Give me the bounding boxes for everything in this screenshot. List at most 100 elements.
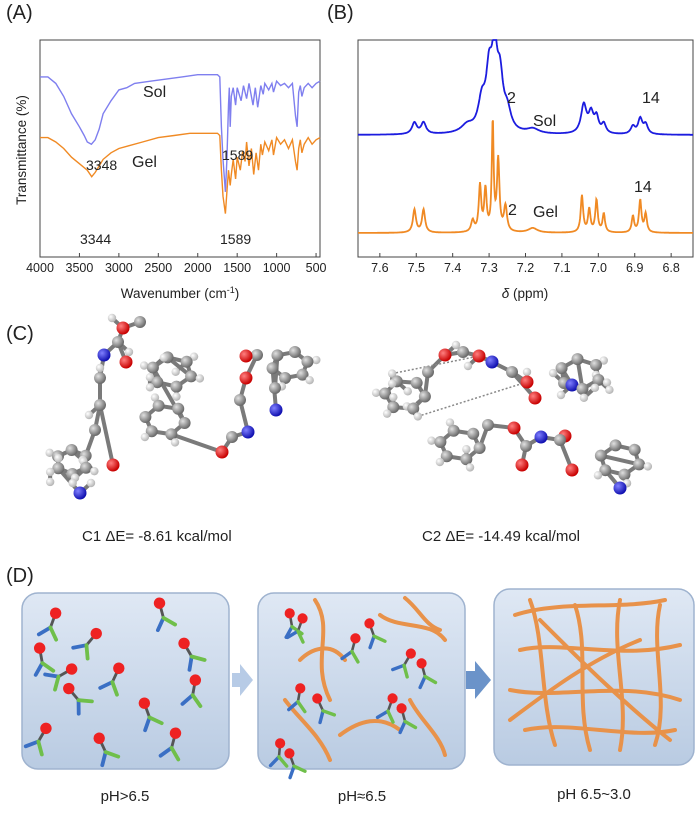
ir-spectrum-chart: Transmittance (%) Wavenumber (cm-1) 4000…: [14, 40, 327, 301]
hydrogen-atom: [96, 364, 104, 372]
hydrogen-atom: [436, 458, 444, 466]
nitrogen-atom: [535, 431, 548, 444]
carbon-atom: [467, 428, 479, 440]
ir-x-tick-label: 3000: [105, 261, 133, 275]
hydrogen-atom: [549, 369, 557, 377]
hydrogen-atom: [644, 462, 652, 470]
carbon-atom: [301, 356, 313, 368]
ir-x-tick-label: 3500: [66, 261, 94, 275]
nmr-x-tick-label: 7.3: [480, 261, 497, 275]
hydrogen-atom: [414, 412, 422, 420]
carbon-atom: [134, 316, 146, 328]
nmr-x-tick-label: 7.6: [371, 261, 388, 275]
carbon-atom: [506, 366, 518, 378]
hydrogen-atom: [146, 383, 154, 391]
ir-annotation-3344: 3344: [80, 231, 111, 247]
hydrogen-atom: [108, 314, 116, 322]
carbon-atom: [572, 353, 584, 365]
carbon-atom: [422, 366, 434, 378]
carbon-atom: [226, 431, 238, 443]
oxygen-atom: [566, 464, 579, 477]
hydrogen-atom: [464, 362, 472, 370]
oxygen-atom: [439, 349, 452, 362]
ir-annotation-3348: 3348: [86, 157, 117, 173]
hydrogen-atom: [141, 433, 149, 441]
hydrogen-atom: [466, 463, 474, 471]
oxygen-atom: [529, 392, 542, 405]
ir-x-tick-label: 4000: [26, 261, 54, 275]
hydrogen-atom: [160, 353, 168, 361]
carbon-atom: [147, 362, 159, 374]
carbon-atom: [590, 359, 602, 371]
carbon-atom: [474, 442, 486, 454]
assembly-schematic: pH>6.5 pH≈6.5 pH 6.5~3.0: [22, 589, 694, 805]
carbon-atom: [556, 362, 568, 374]
carbon-atom: [482, 419, 494, 431]
hydrogen-atom: [171, 438, 179, 446]
hydrogen-bond: [418, 382, 527, 416]
hydrogen-atom: [383, 409, 391, 417]
panel-label-b: (B): [327, 2, 354, 24]
carbon-atom: [185, 370, 197, 382]
panel-label-a: (A): [6, 2, 33, 24]
ir-x-tick-label: 1000: [263, 261, 291, 275]
carbon-atom: [269, 382, 281, 394]
nmr-x-tick-label: 6.8: [662, 261, 679, 275]
carbon-atom: [112, 336, 124, 348]
carbon-atom: [94, 399, 106, 411]
hydrogen-atom: [388, 379, 396, 387]
panel-label-c: (C): [6, 323, 34, 345]
hydrogen-atom: [580, 394, 588, 402]
nitrogen-atom: [270, 404, 283, 417]
carbon-atom: [66, 444, 78, 456]
hydrogen-atom: [125, 348, 133, 356]
ir-y-axis-label: Transmittance (%): [14, 95, 29, 205]
hydrogen-atom: [90, 467, 98, 475]
molecule-model-c2: [372, 341, 652, 495]
oxygen-atom: [516, 459, 529, 472]
carbon-atom: [170, 381, 182, 393]
carbon-atom: [448, 425, 460, 437]
nmr-plot-frame: [358, 40, 693, 257]
carbon-atom: [576, 383, 588, 395]
hydrogen-atom: [557, 391, 565, 399]
state-box-ph-6-5-to-3-0: [494, 589, 694, 765]
nmr-series-label-gel: Gel: [533, 204, 558, 221]
carbon-atom: [267, 362, 279, 374]
ir-annotation-1589-gel: 1589: [220, 231, 251, 247]
carbon-atom: [419, 390, 431, 402]
nmr-x-tick-label: 6.9: [626, 261, 643, 275]
hydrogen-atom: [305, 376, 313, 384]
hydrogen-atom: [85, 411, 93, 419]
carbon-atom: [411, 377, 423, 389]
hydrogen-atom: [312, 356, 320, 364]
nmr-annotation-14-gel: 14: [634, 179, 652, 196]
carbon-atom: [234, 394, 246, 406]
ir-annotation-1589-sol: 1589: [222, 147, 253, 163]
carbon-atom: [89, 424, 101, 436]
hydrogen-atom: [87, 479, 95, 487]
hydrogen-atom: [605, 386, 613, 394]
ph-label-2: pH≈6.5: [338, 788, 386, 805]
hydrogen-atom: [172, 392, 180, 400]
ir-x-tick-label: 1500: [223, 261, 251, 275]
hydrogen-atom: [603, 378, 611, 386]
carbon-atom: [172, 403, 184, 415]
ir-x-axis-label: Wavenumber (cm-1): [121, 285, 240, 301]
ir-series-sol-line: [40, 75, 320, 192]
nitrogen-atom: [242, 426, 255, 439]
carbon-atom: [595, 450, 607, 462]
oxygen-atom: [117, 322, 130, 335]
carbon-atom: [618, 469, 630, 481]
carbon-atom: [279, 372, 291, 384]
hydrogen-atom: [54, 454, 62, 462]
nmr-annotation-2-sol: 2: [507, 90, 516, 107]
hydrogen-atom: [427, 436, 435, 444]
hydrogen-atom: [372, 389, 380, 397]
hydrogen-atom: [404, 387, 412, 395]
ir-x-tick-label: 500: [306, 261, 327, 275]
hydrogen-atom: [594, 471, 602, 479]
carbon-atom: [153, 400, 165, 412]
oxygen-atom: [240, 372, 253, 385]
